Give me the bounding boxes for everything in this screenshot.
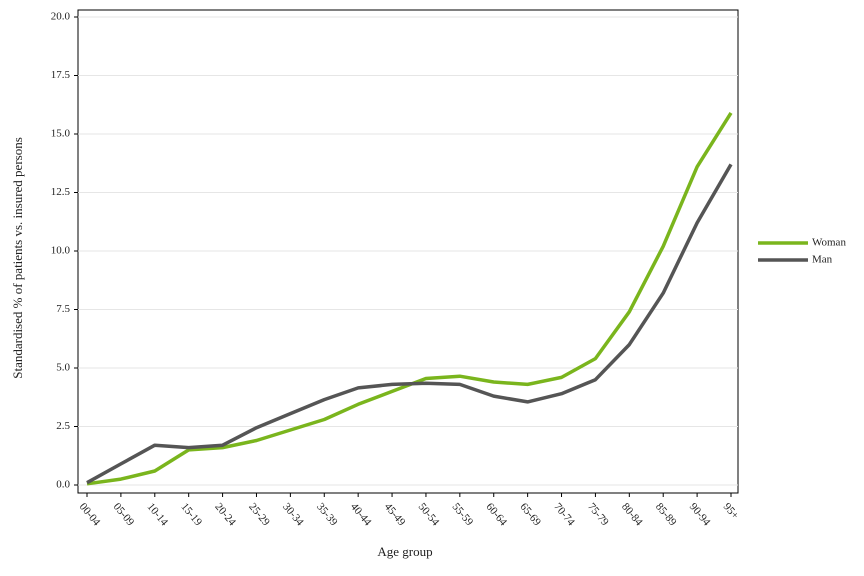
y-tick-label: 5.0	[56, 362, 70, 374]
x-tick-label: 55-59	[450, 501, 476, 529]
x-tick-label: 40-44	[348, 501, 374, 529]
y-tick-label: 0.0	[56, 479, 70, 491]
x-tick-label: 95+	[721, 501, 741, 522]
y-tick-label: 10.0	[51, 245, 71, 257]
y-tick-label: 7.5	[56, 303, 70, 315]
x-tick-label: 05-09	[111, 501, 137, 529]
x-tick-label: 50-54	[416, 501, 442, 529]
y-tick-label: 15.0	[51, 128, 71, 140]
x-tick-label: 00-04	[77, 501, 103, 529]
y-tick-label: 12.5	[51, 186, 71, 198]
x-tick-label: 25-29	[246, 501, 272, 529]
legend-label: Man	[812, 254, 833, 266]
x-tick-label: 20-24	[212, 501, 238, 529]
line-series	[86, 163, 733, 485]
x-tick-label: 30-34	[280, 501, 306, 529]
x-axis-label: Age group	[377, 544, 432, 559]
x-tick-label: 15-19	[178, 501, 204, 529]
x-tick-label: 80-84	[619, 501, 645, 529]
x-tick-label: 45-49	[382, 501, 408, 529]
y-axis-label: Standardised % of patients vs. insured p…	[10, 137, 25, 379]
x-tick-label: 70-74	[551, 501, 577, 529]
line-series	[86, 111, 733, 486]
x-tick-label: 35-39	[314, 501, 340, 529]
legend-label: Woman	[812, 237, 846, 249]
y-tick-label: 17.5	[51, 69, 71, 81]
x-tick-label: 85-89	[653, 501, 679, 529]
y-tick-label: 20.0	[51, 11, 71, 23]
x-tick-label: 10-14	[145, 501, 171, 529]
x-tick-label: 75-79	[585, 501, 611, 529]
x-tick-label: 65-69	[517, 501, 543, 529]
x-tick-label: 60-64	[483, 501, 509, 529]
x-tick-label: 90-94	[687, 501, 713, 529]
y-tick-label: 2.5	[56, 420, 70, 432]
